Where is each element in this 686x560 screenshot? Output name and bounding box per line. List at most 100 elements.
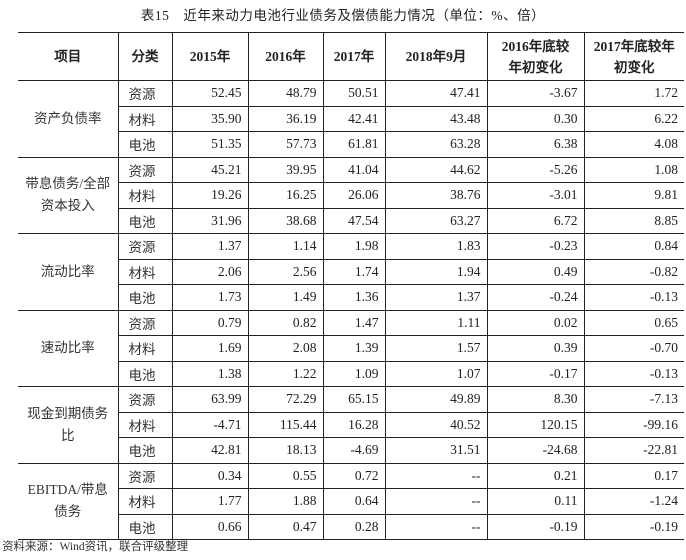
value-cell: -0.82 (583, 258, 684, 285)
value-cell: -4.69 (322, 437, 386, 464)
value-cell: 52.45 (171, 80, 249, 107)
value-cell: -0.70 (583, 335, 684, 362)
value-cell: 0.82 (247, 309, 324, 336)
table-row: 资产负债率 资源 52.45 48.79 50.51 47.41 -3.67 1.72 (18, 80, 684, 158)
header-change-2016: 2016年底较年初变化 (486, 32, 585, 81)
value-cell: 0.84 (583, 233, 684, 260)
value-cell: 65.15 (322, 386, 386, 413)
category-label: 电池 (118, 437, 173, 464)
value-cell: 47.54 (322, 207, 386, 234)
value-cell: 4.08 (583, 131, 684, 158)
item-label: 速动比率 (18, 309, 119, 387)
category-label: 电池 (118, 360, 173, 387)
value-cell: 31.96 (171, 207, 249, 234)
value-cell: -0.13 (583, 360, 684, 387)
value-cell: 0.28 (322, 513, 386, 540)
item-label: 资产负债率 (18, 80, 119, 158)
value-cell: 0.72 (322, 462, 386, 489)
value-cell: 1.38 (171, 360, 249, 387)
table-row: 电池 31.96 38.68 47.54 63.27 6.72 8.85 (18, 207, 684, 234)
value-cell: 72.29 (247, 386, 324, 413)
table-row: 电池 42.81 18.13 -4.69 31.51 -24.68 -22.81 (18, 437, 684, 464)
value-cell: 1.47 (322, 309, 386, 336)
value-cell: 39.95 (247, 156, 324, 183)
table-row: 流动比率 资源 1.37 1.14 1.98 1.83 -0.23 0.84 (18, 233, 684, 311)
value-cell: -0.19 (486, 513, 585, 540)
value-cell: 6.22 (583, 105, 684, 132)
value-cell: 35.90 (171, 105, 249, 132)
category-label: 电池 (118, 284, 173, 311)
category-label: 材料 (118, 105, 173, 132)
value-cell: -5.26 (486, 156, 585, 183)
value-cell: 0.49 (486, 258, 585, 285)
header-2017: 2017年 (322, 32, 386, 81)
item-label: 流动比率 (18, 233, 119, 311)
value-cell: 1.39 (322, 335, 386, 362)
table-row: 材料 1.69 2.08 1.39 1.57 0.39 -0.70 (18, 335, 684, 362)
value-cell: 1.37 (171, 233, 249, 260)
category-label: 材料 (118, 488, 173, 515)
value-cell: 57.73 (247, 131, 324, 158)
value-cell: 1.08 (583, 156, 684, 183)
value-cell: 45.21 (171, 156, 249, 183)
value-cell: 48.79 (247, 80, 324, 107)
value-cell: 0.66 (171, 513, 249, 540)
category-label: 资源 (117, 233, 173, 260)
value-cell: 1.69 (171, 335, 249, 362)
value-cell: -0.19 (583, 513, 684, 540)
header-row: 项目 分类 2015年 2016年 2017年 2018年9月 2016年底较年… (18, 32, 684, 81)
category-label: 资源 (117, 156, 173, 183)
category-label: 电池 (118, 207, 173, 234)
category-label: 电池 (118, 513, 173, 540)
header-2018-09: 2018年9月 (384, 32, 488, 81)
value-cell: -0.23 (486, 233, 585, 260)
table-row: 带息债务/全部资本投入 资源 45.21 39.95 41.04 44.62 -5.26 1.… (18, 156, 684, 234)
value-cell: 0.11 (486, 488, 585, 515)
value-cell: 49.89 (384, 386, 488, 413)
value-cell: 2.56 (247, 258, 324, 285)
source-note: 资料来源：Wind资讯，联合评级整理 (2, 541, 189, 553)
table-row: 材料 -4.71 115.44 16.28 40.52 120.15 -99.16 (18, 411, 684, 438)
category-label: 资源 (117, 80, 173, 107)
value-cell: -22.81 (583, 437, 684, 464)
value-cell: 1.73 (171, 284, 249, 311)
header-category: 分类 (117, 32, 173, 81)
value-cell: -- (384, 488, 488, 515)
table-row: 材料 2.06 2.56 1.74 1.94 0.49 -0.82 (18, 258, 684, 285)
value-cell: 1.14 (247, 233, 324, 260)
category-label: 资源 (117, 386, 173, 413)
value-cell: 0.21 (486, 462, 585, 489)
value-cell: 1.09 (322, 360, 386, 387)
value-cell: -24.68 (486, 437, 585, 464)
value-cell: 42.81 (171, 437, 249, 464)
value-cell: 42.41 (322, 105, 386, 132)
value-cell: 9.81 (583, 182, 684, 209)
value-cell: -1.24 (583, 488, 684, 515)
value-cell: -3.67 (486, 80, 585, 107)
value-cell: 0.79 (171, 309, 249, 336)
value-cell: -3.01 (486, 182, 585, 209)
value-cell: 8.85 (583, 207, 684, 234)
table-row: 电池 51.35 57.73 61.81 63.28 6.38 4.08 (18, 131, 684, 158)
value-cell: -- (384, 462, 488, 489)
table-row: 速动比率 资源 0.79 0.82 1.47 1.11 0.02 0.65 (18, 309, 684, 387)
value-cell: 0.65 (583, 309, 684, 336)
value-cell: 0.17 (583, 462, 684, 489)
value-cell: 1.74 (322, 258, 386, 285)
value-cell: 38.76 (384, 182, 488, 209)
value-cell: 0.47 (247, 513, 324, 540)
value-cell: -7.13 (583, 386, 684, 413)
value-cell: -99.16 (583, 411, 684, 438)
category-label: 材料 (118, 335, 173, 362)
value-cell: 51.35 (171, 131, 249, 158)
value-cell: 1.49 (247, 284, 324, 311)
value-cell: 8.30 (486, 386, 585, 413)
category-label: 材料 (118, 411, 173, 438)
table-row: 现金到期债务比 资源 63.99 72.29 65.15 49.89 8.30 -7.13 (18, 386, 684, 464)
value-cell: -- (384, 513, 488, 540)
value-cell: -0.17 (486, 360, 585, 387)
table-title: 表15 近年来动力电池行业债务及偿债能力情况（单位：%、倍） (140, 8, 546, 23)
value-cell: 63.99 (171, 386, 249, 413)
value-cell: 2.08 (247, 335, 324, 362)
value-cell: 6.72 (486, 207, 585, 234)
